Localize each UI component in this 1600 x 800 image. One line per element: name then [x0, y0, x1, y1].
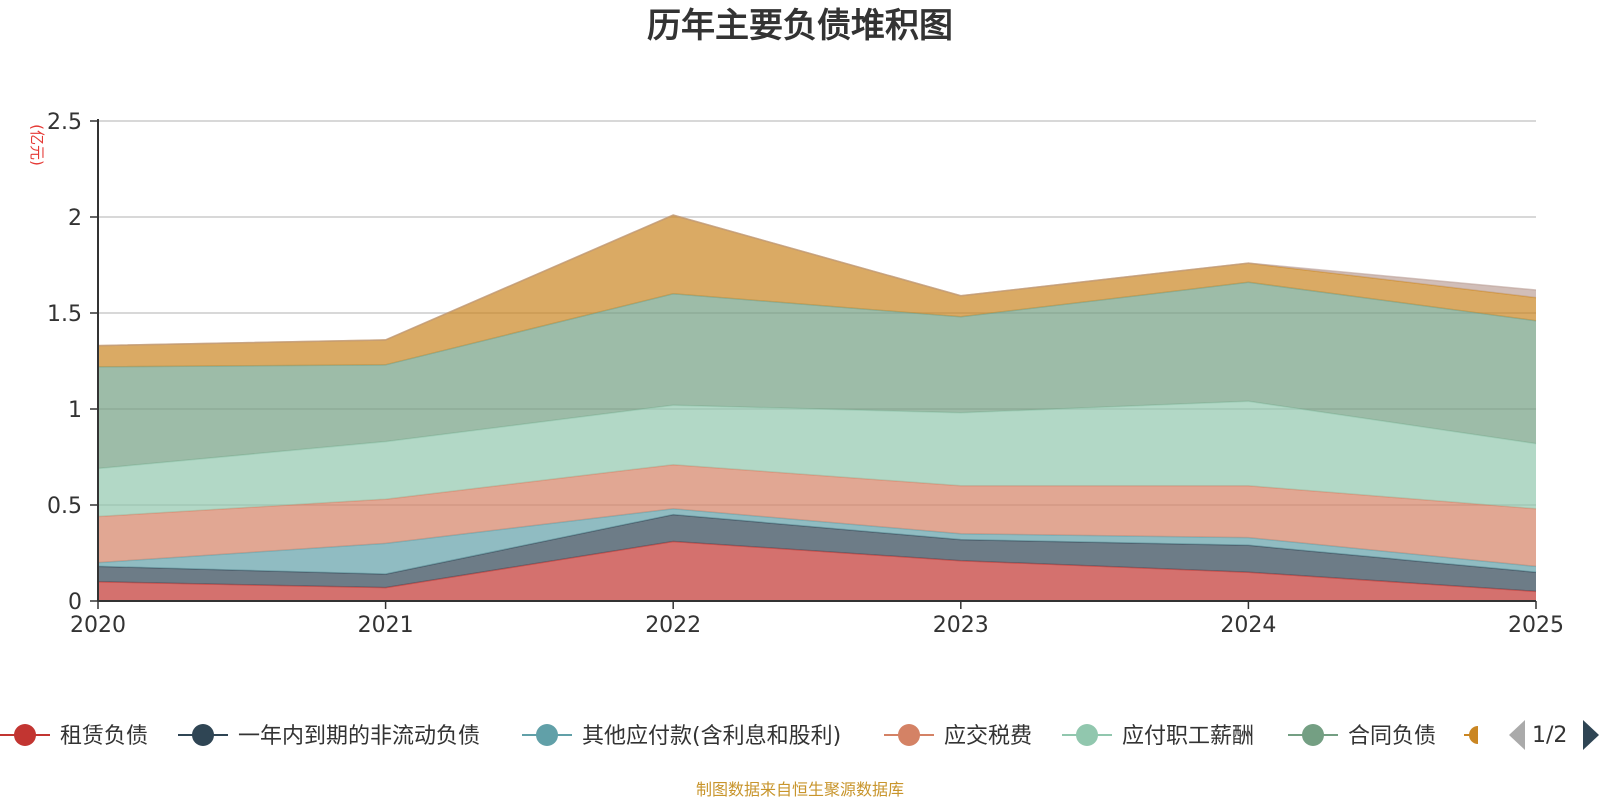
area-7[interactable] [98, 215, 1536, 367]
x-tick-label: 2020 [70, 613, 126, 638]
legend-item-4[interactable]: 应交税费 [884, 724, 1032, 749]
area-series[interactable] [97, 214, 1537, 602]
y-tick-label: 2.5 [47, 110, 82, 135]
legend-next-page-icon[interactable] [1583, 720, 1599, 750]
area-1[interactable] [98, 541, 1536, 602]
chart-title: 历年主要负债堆积图 [647, 6, 953, 46]
area-5[interactable] [98, 401, 1536, 517]
legend-circle-marker [898, 724, 920, 746]
legend-circle-marker [192, 724, 214, 746]
x-tick-label: 2021 [358, 613, 414, 638]
legend-label: 租赁负债 [60, 724, 148, 749]
data-source-note: 制图数据来自恒生聚源数据库 [696, 780, 904, 799]
legend-item-2[interactable]: 一年内到期的非流动负债 [178, 724, 480, 749]
legend-circle-marker-partial [1469, 726, 1478, 744]
y-tick-label: 0 [68, 590, 82, 615]
area-3[interactable] [98, 508, 1536, 575]
x-tick-label: 2023 [933, 613, 989, 638]
area-2[interactable] [98, 514, 1536, 592]
x-tick-label: 2024 [1220, 613, 1276, 638]
legend[interactable]: 租赁负债 一年内到期的非流动负债 其他应付款(含利息和股利) 应交税费 应付职工薪酬 合同… [0, 720, 1599, 750]
legend-circle-marker [1076, 724, 1098, 746]
legend-circle-marker [1302, 724, 1324, 746]
axes: 0 0.5 1 1.5 2 2.5 2020 2021 2022 2023 2024 2025 [47, 110, 1564, 638]
legend-item-1[interactable]: 租赁负债 [0, 724, 148, 749]
area-line-8 [97, 214, 1537, 347]
legend-label: 应付职工薪酬 [1122, 724, 1254, 749]
y-tick-label: 1 [68, 398, 82, 423]
legend-label: 应交税费 [944, 724, 1032, 749]
y-tick-label: 0.5 [47, 494, 82, 519]
x-tick-label: 2022 [645, 613, 701, 638]
area-4[interactable] [98, 464, 1536, 567]
legend-prev-page-icon[interactable] [1509, 720, 1525, 750]
x-tick-label: 2025 [1508, 613, 1564, 638]
area-6[interactable] [98, 282, 1536, 469]
legend-circle-marker [14, 724, 36, 746]
legend-label: 其他应付款(含利息和股利) [582, 724, 841, 749]
legend-label: 合同负债 [1348, 724, 1436, 749]
legend-item-5[interactable]: 应付职工薪酬 [1062, 724, 1254, 749]
legend-label: 一年内到期的非流动负债 [238, 724, 480, 749]
y-tick-label: 2 [68, 206, 82, 231]
legend-page-indicator: 1/2 [1532, 723, 1567, 748]
y-unit-label: (亿元) [28, 124, 46, 166]
legend-item-3[interactable]: 其他应付款(含利息和股利) [522, 724, 841, 749]
legend-item-6[interactable]: 合同负债 [1288, 724, 1436, 749]
legend-circle-marker [536, 724, 558, 746]
y-tick-label: 1.5 [47, 302, 82, 327]
